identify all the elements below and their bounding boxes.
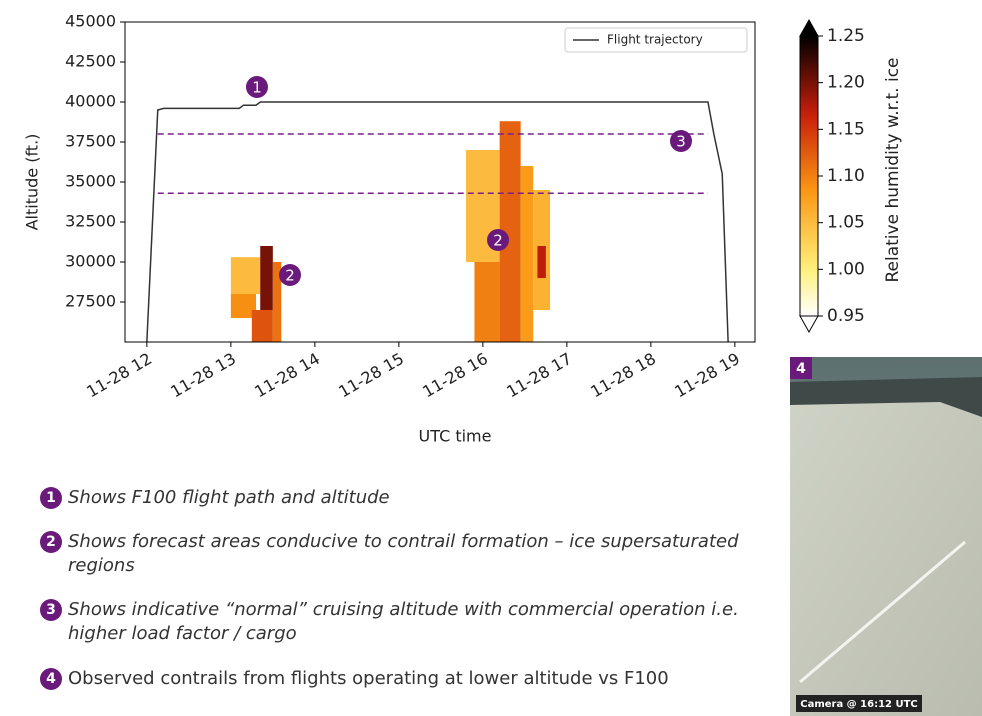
colorbar <box>800 36 818 316</box>
page: Altitude (ft.) UTC time Relative humidit… <box>0 0 982 716</box>
note-text: Shows F100 flight path and altitude <box>68 486 390 510</box>
plot-frame <box>125 22 755 342</box>
x-tick-label: 11-28 19 <box>671 349 743 401</box>
photo-caption: Camera @ 16:12 UTC <box>800 699 918 710</box>
x-tick-label: 11-28 17 <box>503 349 575 401</box>
note-number: 3 <box>40 599 62 621</box>
x-tick-label: 11-28 12 <box>83 349 155 401</box>
y-tick-label: 30000 <box>65 252 116 271</box>
x-axis-label: UTC time <box>419 427 492 446</box>
note-number: 1 <box>40 487 62 509</box>
marker-label: 2 <box>285 267 295 285</box>
cbar-tick-label: 1.25 <box>827 26 865 46</box>
cbar-tick-label: 1.10 <box>827 166 865 186</box>
heatmap-cell <box>474 262 499 342</box>
y-tick-label: 42500 <box>65 52 116 71</box>
cbar-tick-label: 1.20 <box>827 73 865 93</box>
cbar-tick-label: 1.00 <box>827 259 865 279</box>
photo-wing <box>790 397 982 716</box>
y-tick-label: 35000 <box>65 172 116 191</box>
note: 2 Shows forecast areas conducive to contr… <box>40 530 740 578</box>
note: 4 Observed contrails from flights operati… <box>40 667 740 691</box>
y-axis-label: Altitude (ft.) <box>23 134 42 231</box>
marker-label: 2 <box>493 232 503 250</box>
y-tick-label: 27500 <box>65 292 116 311</box>
note-text: Shows forecast areas conducive to contra… <box>68 530 740 578</box>
note: 3 Shows indicative “normal” cruising alti… <box>40 598 740 646</box>
marker-label: 3 <box>676 133 686 151</box>
note-text: Shows indicative “normal” cruising altit… <box>68 598 740 646</box>
x-tick-label: 11-28 15 <box>335 349 407 401</box>
heatmap-cell <box>231 257 260 294</box>
y-tick-label: 45000 <box>65 12 116 31</box>
x-tick-label: 11-28 16 <box>419 349 491 401</box>
heatmap-cell <box>260 246 273 310</box>
heatmap-cell <box>252 310 273 342</box>
colorbar-label: Relative humidity w.r.t. ice <box>883 57 903 282</box>
cbar-tick-label: 1.15 <box>827 119 865 139</box>
y-tick-label: 40000 <box>65 92 116 111</box>
cbar-bottom <box>800 316 818 332</box>
x-tick-label: 11-28 14 <box>251 349 323 401</box>
cbar-tick-label: 1.05 <box>827 213 865 233</box>
photo: 4 Camera @ 16:12 UTC <box>790 357 982 716</box>
x-tick-label: 11-28 13 <box>167 349 239 401</box>
note-number: 2 <box>40 531 62 553</box>
note-number: 4 <box>40 668 62 690</box>
note: 1 Shows F100 flight path and altitude <box>40 486 740 510</box>
heatmap-cell <box>537 246 545 278</box>
photo-badge: 4 <box>796 361 806 377</box>
heatmap-cell <box>521 166 534 342</box>
x-tick-label: 11-28 18 <box>587 349 659 401</box>
cbar-top <box>800 20 818 36</box>
plot <box>147 102 728 342</box>
note-text: Observed contrails from flights operatin… <box>68 667 669 691</box>
cbar-tick-label: 0.95 <box>827 306 865 326</box>
y-tick-label: 32500 <box>65 212 116 231</box>
marker-label: 1 <box>252 79 262 97</box>
y-tick-label: 37500 <box>65 132 116 151</box>
legend-label: Flight trajectory <box>607 33 703 47</box>
